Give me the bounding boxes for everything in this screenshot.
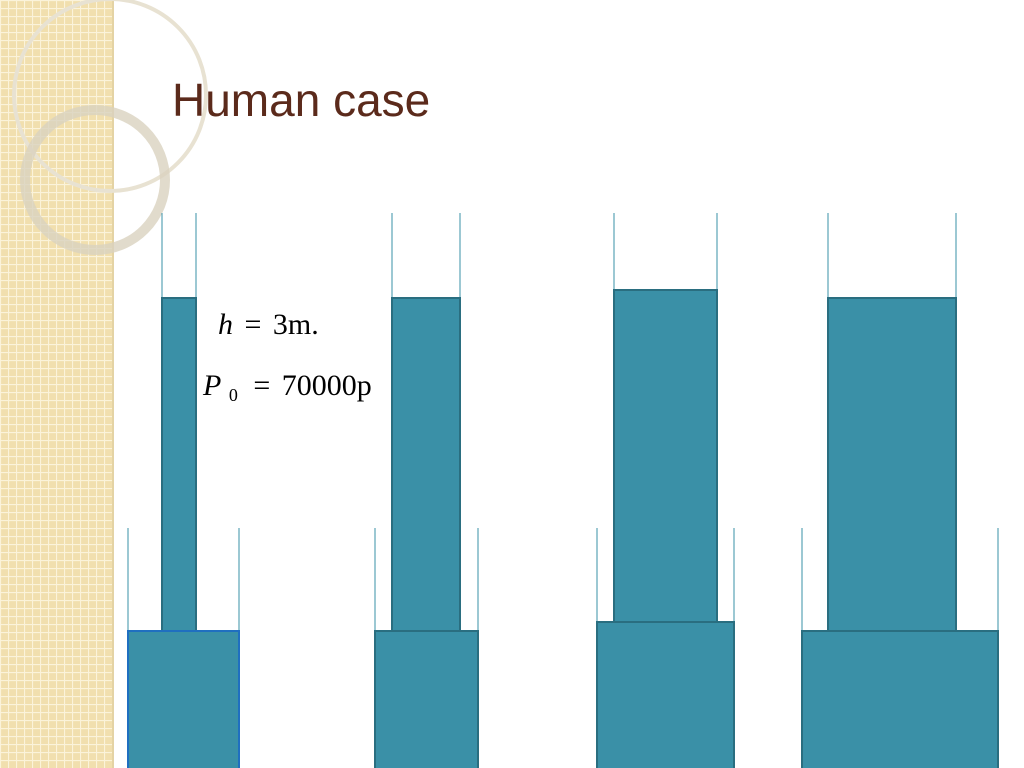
eq-lhs: h xyxy=(218,308,233,341)
equation-height: h = 3m. xyxy=(218,308,319,341)
eq-rhs: 3m. xyxy=(273,308,319,341)
slide-title: Human case xyxy=(172,74,430,126)
side-decoration xyxy=(0,0,208,768)
eq-op: = xyxy=(245,308,262,341)
eq-rhs: 70000p xyxy=(282,369,372,402)
equation-pressure: P 0 = 70000p xyxy=(202,369,372,408)
vessel-diagrams xyxy=(127,213,999,768)
eq-op: = xyxy=(253,369,270,402)
eq-lhs: P xyxy=(202,369,221,402)
eq-sub: 0 xyxy=(229,385,238,405)
